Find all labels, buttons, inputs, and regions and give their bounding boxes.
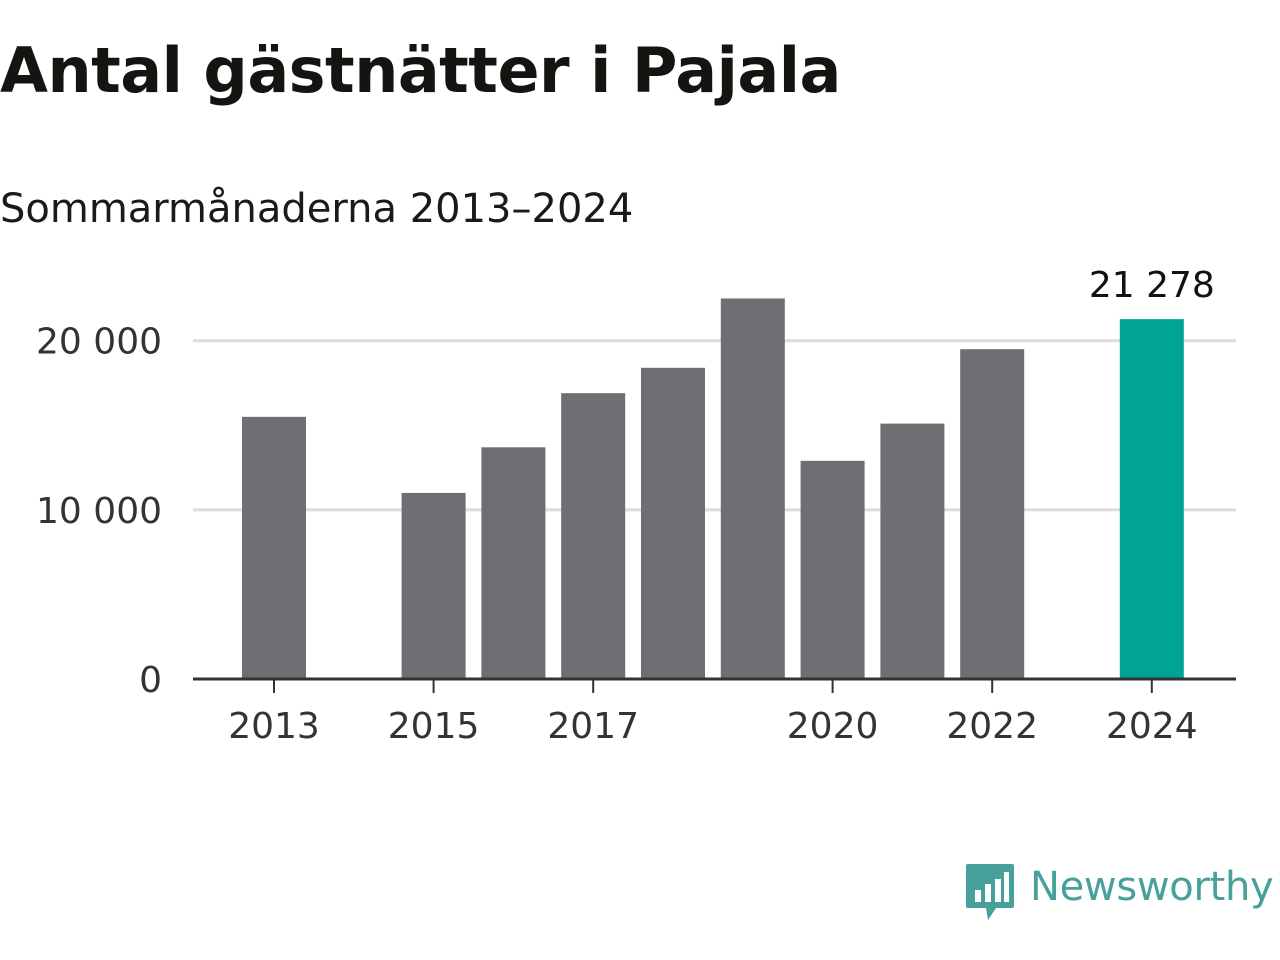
bar: [960, 349, 1025, 679]
x-tick-label: 2024: [1106, 706, 1198, 747]
bar: [561, 393, 626, 679]
bars: [242, 298, 1184, 679]
gridlines: [193, 339, 1236, 512]
x-tick-label: 2017: [547, 706, 639, 747]
chart-subtitle: Sommarmånaderna 2013–2024: [0, 186, 634, 232]
data-label-2024: 21 278: [1089, 265, 1215, 306]
x-tick-label: 2015: [388, 706, 480, 747]
bar: [401, 492, 466, 679]
x-tick-label: 2022: [946, 706, 1038, 747]
bar: [641, 367, 705, 679]
y-tick-label: 20 000: [36, 322, 162, 363]
bar-chart: 0 10 000 20 000 2013 2015 2017 2020 2022 2024 21 …: [36, 265, 1236, 747]
axes: [193, 677, 1236, 693]
brand-name: Newsworthy: [1030, 864, 1274, 910]
x-tick-label: 2013: [228, 706, 320, 747]
bar: [242, 416, 306, 679]
x-tick-label: 2020: [787, 706, 879, 747]
bar: [880, 423, 945, 679]
brand: Newsworthy: [964, 862, 1274, 926]
labels: 0 10 000 20 000 2013 2015 2017 2020 2022 2024 21 …: [36, 265, 1215, 747]
bar: [800, 460, 865, 679]
chart-title: Antal gästnätter i Pajala: [0, 34, 841, 107]
y-tick-label: 10 000: [36, 491, 162, 532]
y-tick-label: 0: [139, 660, 162, 701]
bar: [481, 447, 546, 679]
highlight-bar: [1119, 319, 1184, 679]
newsworthy-logo-icon: [966, 864, 1014, 920]
bar: [720, 298, 785, 679]
